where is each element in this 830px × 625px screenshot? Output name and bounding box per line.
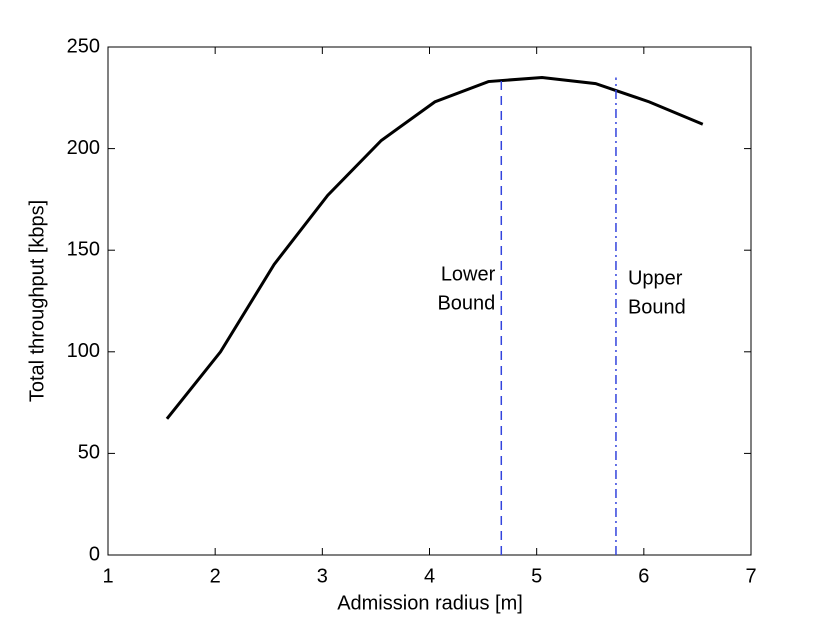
bound-label: Upper [628,267,683,289]
y-tick-label: 50 [78,442,100,464]
x-axis-label: Admission radius [m] [337,592,523,614]
x-tick-label: 3 [317,565,328,587]
y-axis-label: Total throughput [kbps] [26,200,48,402]
x-tick-label: 7 [745,565,756,587]
bound-label: Bound [437,292,495,314]
y-tick-label: 150 [67,238,100,260]
y-tick-label: 0 [89,543,100,565]
x-tick-label: 4 [424,565,435,587]
bound-label: Bound [628,296,686,318]
x-tick-label: 1 [102,565,113,587]
data-line [165,75,704,420]
x-tick-label: 5 [531,565,542,587]
bound-label: Lower [441,263,496,285]
x-tick-label: 2 [210,565,221,587]
y-tick-label: 100 [67,340,100,362]
x-tick-label: 6 [638,565,649,587]
y-tick-label: 250 [67,35,100,57]
y-tick-label: 200 [67,137,100,159]
